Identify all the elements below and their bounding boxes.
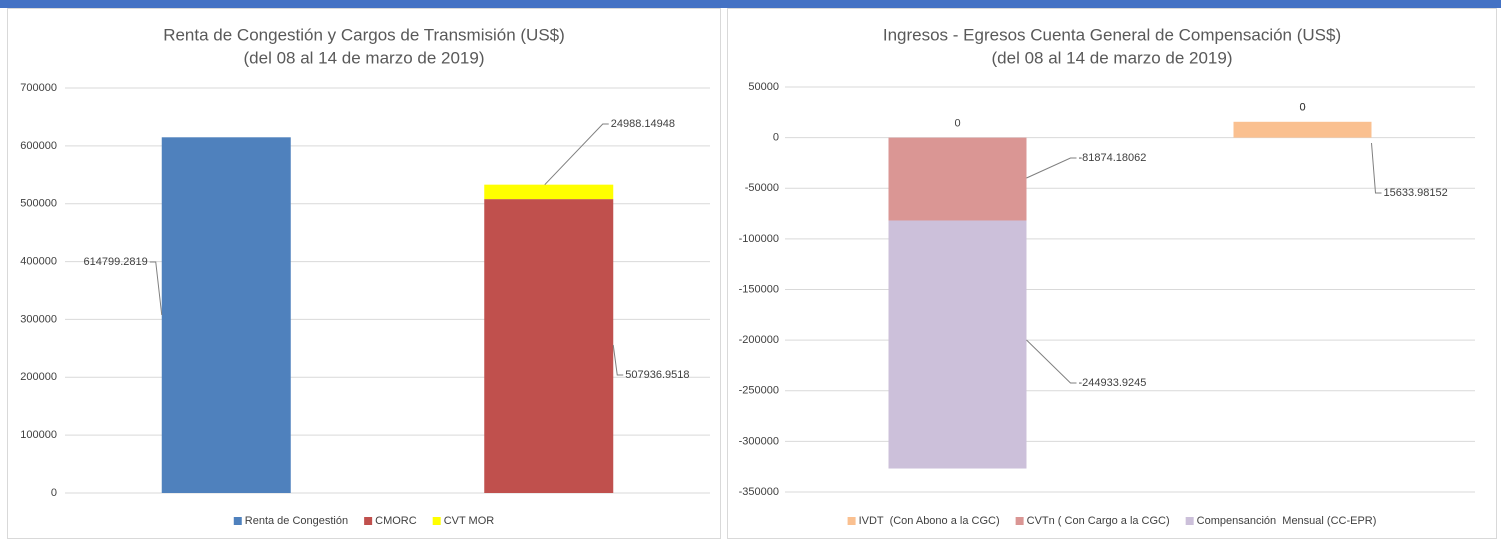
bar-segment — [888, 220, 1027, 469]
leader-line — [149, 261, 163, 316]
legend-swatch — [233, 517, 242, 525]
y-tick-label: 700000 — [20, 82, 57, 94]
leader-line — [1026, 157, 1077, 179]
panel — [727, 8, 1497, 539]
y-tick-label: 200000 — [20, 371, 57, 383]
bar-segment — [888, 137, 1027, 221]
chart-title: Ingresos - Egresos Cuenta General de Com… — [883, 25, 1341, 44]
leader-line — [1026, 339, 1077, 384]
y-tick-label: -300000 — [739, 435, 779, 447]
y-tick-label: -200000 — [739, 334, 779, 346]
y-tick-label: 100000 — [20, 429, 57, 441]
y-tick-label: 0 — [773, 132, 779, 144]
y-tick-label: 300000 — [20, 313, 57, 325]
data-label: 0 — [1299, 102, 1305, 114]
leader-line — [544, 123, 609, 186]
y-tick-label: -350000 — [739, 486, 779, 498]
data-label: 507936.9518 — [625, 369, 689, 381]
data-label: 15633.98152 — [1384, 187, 1448, 199]
bar-segment — [484, 184, 614, 200]
legend-label: CMORC — [375, 515, 417, 527]
bar-segment — [1233, 121, 1372, 138]
data-label: -244933.9245 — [1079, 377, 1147, 389]
leader-line — [1371, 142, 1382, 194]
legend-label: CVT MOR — [444, 515, 495, 527]
y-tick-label: -100000 — [739, 233, 779, 245]
y-tick-label: 600000 — [20, 140, 57, 152]
bar-segment — [161, 137, 291, 493]
legend-swatch — [364, 517, 373, 525]
y-tick-label: 0 — [51, 487, 57, 499]
data-label: 0 — [954, 118, 960, 130]
y-tick-label: -250000 — [739, 385, 779, 397]
leader-line — [612, 344, 624, 376]
y-tick-label: -150000 — [739, 283, 779, 295]
legend-swatch — [1015, 517, 1024, 525]
y-tick-label: 50000 — [748, 81, 779, 93]
legend-swatch — [847, 517, 856, 525]
chart-subtitle: (del 08 al 14 de marzo de 2019) — [244, 48, 485, 67]
legend-label: IVDT (Con Abono a la CGC) — [859, 515, 1000, 527]
legend-label: Renta de Congestión — [245, 515, 348, 527]
y-tick-label: 500000 — [20, 198, 57, 210]
data-label: -81874.18062 — [1079, 152, 1147, 164]
legend-swatch — [1185, 517, 1194, 525]
chart-subtitle: (del 08 al 14 de marzo de 2019) — [992, 48, 1233, 67]
y-tick-label: -50000 — [745, 182, 779, 194]
data-label: 24988.14948 — [611, 118, 675, 130]
chart-title: Renta de Congestión y Cargos de Transmis… — [163, 25, 565, 44]
legend-label: CVTn ( Con Cargo a la CGC) — [1027, 515, 1170, 527]
y-tick-label: 400000 — [20, 255, 57, 267]
top-bar — [0, 0, 1501, 8]
bar-segment — [484, 199, 614, 493]
data-label: 0 — [1299, 102, 1305, 114]
data-label: 614799.2819 — [84, 256, 148, 268]
legend-swatch — [432, 517, 441, 525]
legend-label: Compensanción Mensual (CC-EPR) — [1197, 515, 1377, 527]
